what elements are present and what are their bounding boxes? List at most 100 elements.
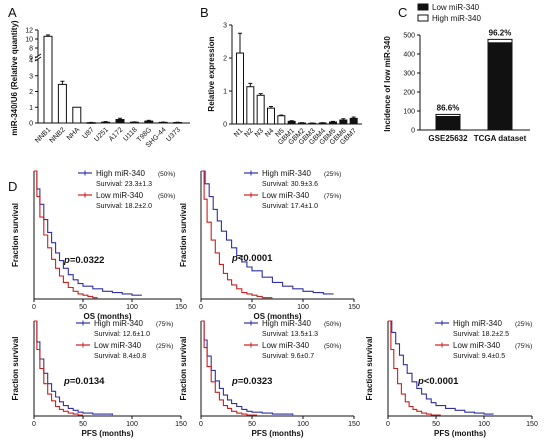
legend-percent: (50%): [158, 193, 175, 200]
km-curve-high: [201, 170, 334, 295]
x-tick-label: 100: [126, 421, 138, 428]
y-axis-label: Fraction survival: [11, 203, 20, 267]
y-tick-label: 0: [411, 128, 415, 135]
legend-percent: (50%): [158, 171, 175, 178]
km-curve-high: [201, 320, 294, 416]
legend-percent: (75%): [515, 343, 532, 350]
survival-text: Survival: 17.4±1.0: [262, 203, 318, 210]
bar: [246, 86, 255, 125]
x-tick-label: 0: [32, 304, 36, 311]
x-tick-label: NHA: [66, 126, 82, 142]
bar: [349, 117, 358, 125]
y-tick-label: 200: [403, 90, 415, 97]
y-tick-label: 500: [403, 33, 415, 40]
bar-low: [435, 116, 461, 131]
legend-label: Low miR-340: [262, 341, 310, 350]
p-value-p: p: [63, 255, 70, 266]
p-value: p<0.0001: [417, 376, 459, 387]
km-curve-high: [34, 170, 142, 296]
x-axis-label: PFS (months): [82, 429, 134, 438]
survival-text: Survival: 18.2±2.0: [96, 203, 152, 210]
legend-percent: (25%): [156, 343, 173, 350]
x-tick-label: 150: [175, 421, 187, 428]
x-tick-label: 100: [126, 304, 138, 311]
p-value: p=0.0322: [63, 255, 104, 266]
y-tick-label: 4: [29, 58, 33, 65]
legend-label: High miR-340: [94, 319, 143, 328]
survival-text: Survival: 23.3±1.3: [96, 181, 152, 188]
bar: [101, 121, 111, 124]
p-value-rest: =0.0134: [70, 376, 105, 387]
y-tick-label: 1: [29, 105, 33, 112]
p-value-p: p: [231, 376, 238, 387]
bar: [329, 121, 337, 125]
legend-percent: (25%): [515, 321, 532, 328]
legend-percent: (25%): [324, 171, 341, 178]
legend-label: High miR-340: [453, 319, 502, 328]
y-tick-label: 0: [29, 121, 33, 128]
x-tick-label: 0: [199, 304, 203, 311]
km-curve-low: [201, 170, 273, 299]
x-tick-label: 150: [348, 421, 360, 428]
survival-text: Survival: 12.6±1.0: [94, 331, 150, 338]
survival-text: Survival: 30.9±3.6: [262, 181, 318, 188]
p-value-rest: =0.0323: [238, 376, 273, 387]
km-curve-high: [34, 320, 113, 416]
x-axis-label: OS (months): [84, 312, 132, 321]
km-curve-high: [388, 320, 494, 415]
p-value-p: p: [417, 376, 424, 387]
bar: [72, 106, 82, 124]
survival-text: Survival: 13.5±1.3: [262, 331, 318, 338]
y-axis-label: Fraction survival: [365, 336, 374, 400]
x-tick-label: 0: [386, 421, 390, 428]
panel-label: C: [398, 5, 407, 20]
x-tick-label: 0: [32, 421, 36, 428]
y-tick-label: 2: [29, 89, 33, 96]
x-tick-label: 150: [348, 304, 360, 311]
x-tick-label: 0: [199, 421, 203, 428]
legend-label: Low miR-340: [262, 191, 310, 200]
x-tick-label: 100: [297, 421, 309, 428]
p-value: p=0.0323: [231, 376, 272, 387]
legend-label: Low miR-340: [96, 191, 144, 200]
y-tick-label: 8: [29, 46, 33, 53]
x-tick-label: 150: [175, 304, 187, 311]
y-tick-label: 3: [223, 23, 227, 30]
km-curve-low: [388, 320, 441, 416]
y-tick-label: 12: [25, 28, 33, 35]
y-axis-label: Relative expression: [207, 36, 216, 111]
panel-label: A: [8, 5, 17, 20]
x-tick-label: U251: [93, 126, 110, 143]
legend-percent: (75%): [324, 193, 341, 200]
x-tick-label: N2: [243, 127, 254, 138]
legend-label: Low miR-340: [94, 341, 142, 350]
bar: [256, 94, 265, 125]
survival-text: Survival: 8.4±0.8: [94, 353, 146, 360]
legend-percent: (75%): [156, 321, 173, 328]
y-tick-label: 1: [223, 89, 227, 96]
y-axis-label: Fraction survival: [179, 336, 188, 400]
y-axis-label: miR-340/U6 (Relative quantity): [10, 20, 19, 135]
p-value-rest: <0.0001: [424, 376, 459, 387]
legend-label: High miR-340: [262, 169, 311, 178]
p-value-rest: <0.0001: [238, 253, 273, 264]
bar: [277, 115, 286, 125]
p-value: p<0.0001: [231, 253, 273, 264]
x-tick-label: 150: [526, 421, 538, 428]
legend-swatch: [417, 3, 429, 11]
y-tick-label: 100: [403, 109, 415, 116]
p-value: p=0.0134: [63, 376, 105, 387]
bar: [287, 120, 296, 125]
x-tick-label: 50: [432, 421, 440, 428]
panel-label: B: [200, 5, 209, 20]
x-tick-label: A172: [108, 126, 125, 143]
bar-low: [487, 42, 513, 131]
y-tick-label: 300: [403, 71, 415, 78]
y-tick-label: 0: [223, 122, 227, 129]
x-tick-label: 50: [248, 421, 256, 428]
x-tick-label: N3: [254, 127, 265, 138]
x-tick-label: GSE25632: [428, 134, 468, 143]
bar: [339, 119, 348, 125]
bar: [115, 119, 125, 124]
